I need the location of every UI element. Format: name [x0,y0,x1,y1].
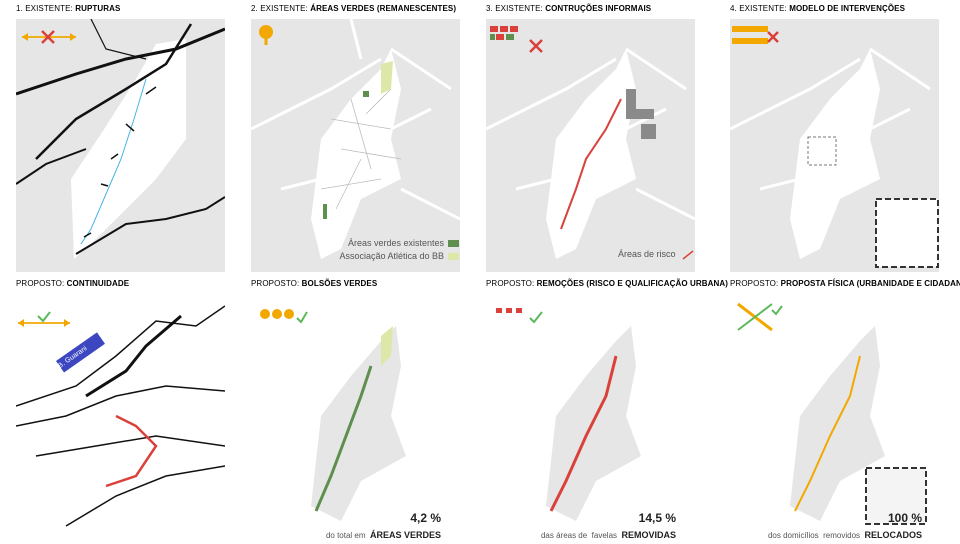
panel-continuidade: PROPOSTO: CONTINUIDADE B. Guarani [16,276,228,544]
risk-line [560,98,622,230]
city-area [71,39,186,259]
zoom-inset [865,467,927,525]
highway-line [16,148,87,185]
informal-building [626,89,636,119]
stat-green: 4,2 % do total em ÁREAS VERDES [325,511,441,540]
map-areas-verdes [251,19,460,272]
panel-title: 4. EXISTENTE: MODELO DE INTERVENÇÕES [730,4,906,13]
rupture-mark [125,123,135,132]
green-patch [323,204,327,219]
check-icon [296,311,308,324]
informal-building [636,109,654,119]
highway-line [16,27,225,96]
map-continuidade: B. Guarani [16,296,225,544]
panel-modelo: 4. EXISTENTE: MODELO DE INTERVENÇÕES [730,0,942,272]
houses-icon [732,26,779,44]
map-construcoes [486,19,695,272]
map-bolsoes [251,296,460,544]
highway-line [35,23,193,160]
tree-icon [260,309,308,324]
highlighted-street [105,414,158,488]
green-patch [363,91,369,97]
highway-line [75,196,225,255]
panel-areas-verdes: 2. EXISTENTE: ÁREAS VERDES (REMANESCENTE… [251,0,463,272]
map-remocoes [486,296,695,544]
legend-risk: Áreas de risco [618,249,694,260]
tree-icon [259,25,273,45]
swatch-light-green [448,253,459,261]
rupture-mark [110,153,119,160]
check-icon [529,311,543,324]
informal-building [641,124,656,139]
legend-association: Associação Atlética do BB [339,251,459,261]
swatch-dark-green [448,240,459,248]
map-label [56,332,105,373]
panel-proposta: PROPOSTO: PROPOSTA FÍSICA (URBANIDADE E … [730,276,960,544]
stat-removal: 14,5 % das áreas de favelas REMOVIDAS [540,511,676,540]
check-icon [37,311,51,323]
panel-bolsoes: PROPOSTO: BOLSÕES VERDES 4,2 % do total … [251,276,463,544]
zoom-inset [875,198,939,268]
map-rupturas [16,19,225,272]
favela-icon [490,26,543,53]
association-area [381,61,393,94]
panel-title: PROPOSTO: REMOÇÕES (RISCO E QUALIFICAÇÃO… [486,279,728,288]
risk-line-icon [682,250,694,260]
road-line [90,19,147,60]
favela-icon [496,308,543,324]
check-icon [771,305,783,316]
panel-title: PROPOSTO: BOLSÕES VERDES [251,279,378,288]
panel-title: PROPOSTO: CONTINUIDADE [16,279,130,288]
relocation-path [794,355,861,512]
removal-area [549,355,618,512]
panel-title: PROPOSTO: PROPOSTA FÍSICA (URBANIDADE E … [730,279,960,288]
crossing-arrows-icon [737,302,783,332]
panel-title: 1. EXISTENTE: RUPTURAS [16,4,121,13]
rupture-mark [83,232,92,238]
stat-relocated: 100 % dos domicílios removidos RELOCADOS [767,511,922,540]
map-modelo [730,19,939,272]
river-line [80,78,147,245]
highway-line [85,314,182,398]
green-corridor [314,365,373,512]
rupture-mark [100,183,109,187]
rupture-mark [145,86,157,95]
legend-existing: Áreas verdes existentes [348,238,459,248]
double-arrow-icon [22,30,76,44]
panel-rupturas: 1. EXISTENTE: RUPTURAS [16,0,228,272]
panel-title: 2. EXISTENTE: ÁREAS VERDES (REMANESCENTE… [251,4,457,13]
detail-frame [807,136,837,166]
double-arrow-icon [18,311,70,327]
panel-remocoes: PROPOSTO: REMOÇÕES (RISCO E QUALIFICAÇÃO… [486,276,728,544]
map-proposta [730,296,939,544]
panel-construcoes: 3. EXISTENTE: CONTRUÇÕES INFORMAIS Áreas… [486,0,698,272]
panel-title: 3. EXISTENTE: CONTRUÇÕES INFORMAIS [486,4,652,13]
